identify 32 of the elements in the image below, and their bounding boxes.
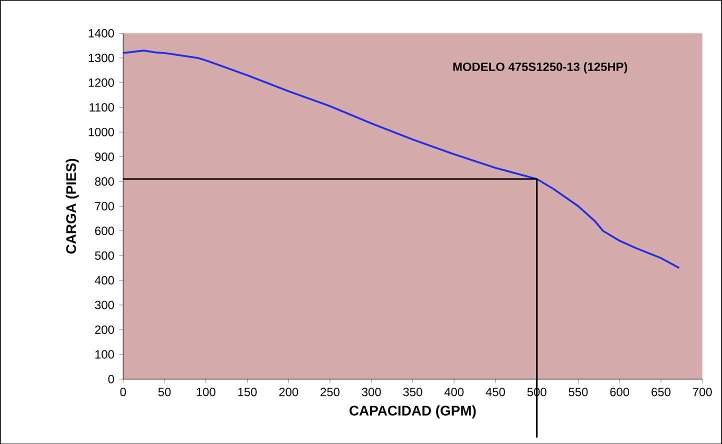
- y-tick-label: 0: [108, 374, 114, 384]
- y-tick-label: 900: [95, 152, 114, 161]
- y-tick-label: 500: [95, 251, 114, 260]
- y-tick-label: 1400: [88, 28, 114, 38]
- x-tick-label: 350: [403, 388, 422, 396]
- x-tick-label: 150: [238, 388, 257, 396]
- x-tick-label: 450: [486, 388, 505, 396]
- y-tick-label: 700: [95, 202, 114, 210]
- x-tick-label: 550: [568, 388, 588, 396]
- x-tick-label: 100: [196, 388, 216, 396]
- y-tick-label: 1000: [88, 128, 114, 136]
- y-tick-label: 100: [95, 350, 114, 358]
- x-tick-label: 400: [444, 388, 464, 396]
- x-tick-label: 700: [692, 388, 712, 396]
- y-tick-label: 600: [95, 226, 114, 235]
- y-tick-label: 1100: [90, 102, 114, 112]
- x-tick-label: 0: [120, 388, 126, 396]
- y-tick-label: 400: [94, 276, 114, 284]
- x-tick-label: 650: [652, 388, 670, 396]
- y-tick-label: 200: [95, 325, 114, 334]
- annotation: MODELO 475S1250-13 (125HP): [453, 62, 628, 74]
- y-tick-label: 1200: [88, 78, 114, 87]
- y-tick-label: 300: [94, 300, 114, 310]
- x-tick-label: 600: [610, 388, 630, 396]
- y-tick-label: 800: [95, 177, 114, 186]
- y-tick-label: 1300: [88, 53, 114, 62]
- x-tick-label: 200: [279, 388, 298, 396]
- y-axis-title: CARGA (PIES): [66, 158, 79, 254]
- x-tick-label: 50: [158, 388, 171, 396]
- x-tick-label: 250: [320, 388, 340, 396]
- x-axis-title: CAPACIDAD (GPM): [350, 405, 476, 418]
- x-tick-label: 300: [362, 388, 381, 396]
